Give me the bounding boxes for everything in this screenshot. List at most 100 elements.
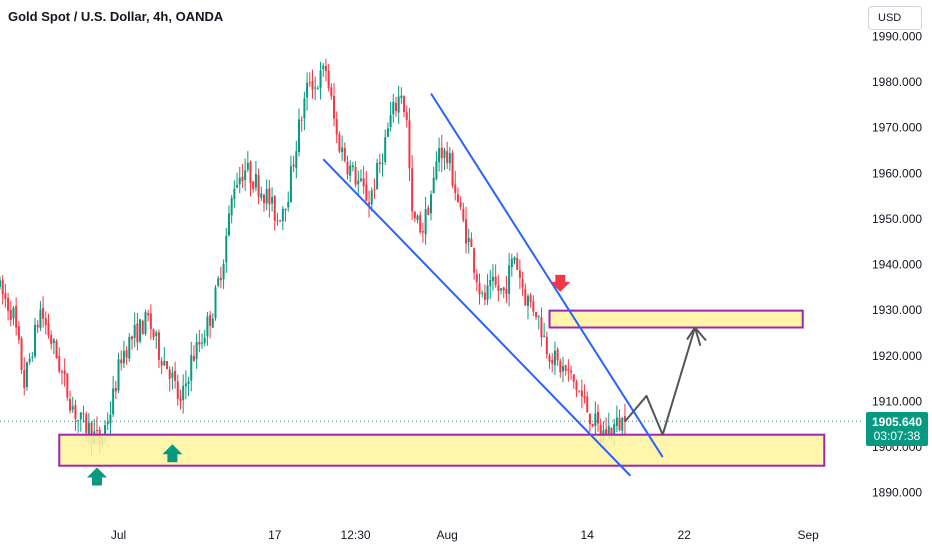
currency-button[interactable]: USD [868,6,922,30]
candle-body [553,350,556,366]
candle-body [39,309,42,328]
candle-body [271,197,274,204]
candle-body [9,310,12,320]
x-tick-label: 14 [581,528,595,542]
candle-body [465,219,468,244]
candle-body [607,426,610,437]
candle-body [365,184,368,201]
candle-body [400,95,403,99]
y-tick-label: 1910.000 [872,394,922,408]
candle-body [79,412,82,420]
candle-body [1,279,4,295]
arrow-down-icon [550,274,571,292]
candle-body [25,362,28,387]
candle-body [513,257,516,261]
candle-body [403,96,406,112]
candle-body [580,390,583,397]
candle-body [90,422,93,443]
candle-body [120,359,123,364]
candle-body [60,371,63,373]
candle-body [502,287,505,291]
candle-body [87,422,90,435]
candle-body [34,324,37,357]
candle-body [252,181,255,190]
y-tick-label: 1930.000 [872,303,922,317]
candle-body [349,165,352,176]
candle-body [314,87,317,89]
y-tick-label: 1920.000 [872,349,922,363]
candle-body [467,237,470,243]
candle-body [478,283,481,295]
candle-body [222,263,225,280]
candle-body [462,208,465,221]
candle-body [424,209,427,235]
zone-rect [58,433,826,467]
candle-body [50,335,53,344]
candle-body [335,119,338,135]
candle-body [448,153,451,164]
chart-title: Gold Spot / U.S. Dollar, 4h, OANDA [8,9,224,24]
candle-body [532,301,535,312]
candle-body [526,296,529,307]
candle-body [281,208,284,222]
candle-body [440,147,443,159]
candle-body [241,176,244,182]
candle-body [20,338,23,370]
candle-body [85,414,88,433]
candle-body [195,342,198,360]
candle-body [203,337,206,344]
candle-body [443,150,446,158]
candle-body [230,198,233,216]
candle-body [475,274,478,283]
candle-body [47,323,50,336]
candle-body [182,385,185,401]
candle-body [548,355,551,362]
candle-body [602,430,605,437]
candle-body [174,370,177,381]
candle-body [397,96,400,113]
candle-body [354,166,357,185]
candle-body [389,115,392,128]
candle-body [311,81,314,90]
candle-body [211,318,214,328]
candle-body [306,82,309,98]
candle-body [244,170,247,181]
candle-body [545,336,548,355]
candle-body [470,238,473,247]
candle-body [473,248,476,273]
candle-body [497,285,500,291]
candle-body [295,151,298,169]
candle-body [139,319,142,342]
arrow-up-icon [162,444,183,463]
candle-body [209,315,212,326]
candle-body [327,70,330,89]
candle-body [42,307,45,319]
candle-body [529,294,532,302]
candle-body [12,307,15,319]
candle-body [613,424,616,435]
candle-body [279,220,282,222]
y-tick-label: 1950.000 [872,212,922,226]
candle-body [233,188,236,200]
candle-body [535,312,538,318]
candle-body [381,163,384,165]
candle-body [136,323,139,343]
candle-body [586,396,589,413]
candle-body [284,208,287,211]
candle-body [254,174,257,188]
candle-body [338,134,341,152]
candle-body [125,350,128,358]
candle-body [597,411,600,424]
x-tick-label: Jul [111,528,126,542]
candle-body [378,162,381,164]
candle-body [368,202,371,206]
candle-body [505,288,508,294]
candle-body [171,372,174,378]
candle-body [219,277,222,281]
candle-body [346,162,349,175]
candle-body [386,128,389,137]
candle-body [287,201,290,208]
candle-body [128,337,131,359]
